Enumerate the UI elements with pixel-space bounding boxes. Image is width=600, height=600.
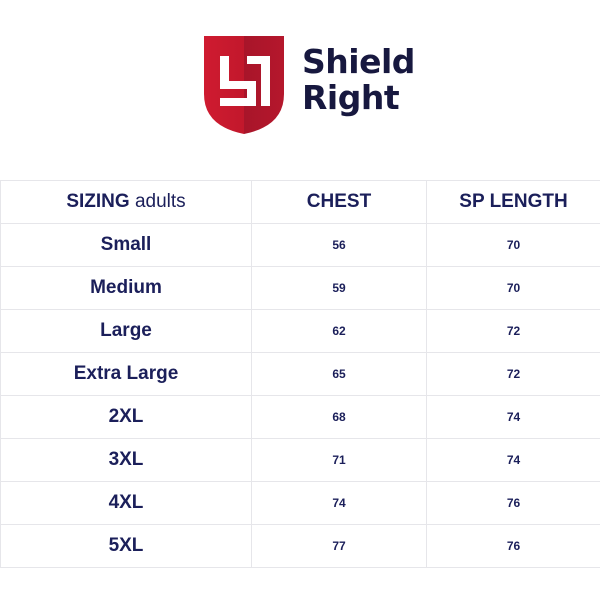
- table-header-row: SIZING adults CHEST SP LENGTH: [0, 180, 600, 224]
- table-row: Extra Large 65 72: [0, 352, 600, 396]
- size-cell: 4XL: [0, 481, 252, 525]
- header-sizing-bold: SIZING: [66, 191, 130, 212]
- chest-cell: 74: [251, 481, 427, 525]
- brand-name-line2: Right: [302, 78, 400, 117]
- size-cell: Extra Large: [0, 352, 252, 396]
- length-cell: 76: [426, 524, 600, 568]
- chest-cell: 71: [251, 438, 427, 482]
- sizing-table: SIZING adults CHEST SP LENGTH Small 56 70 …: [0, 180, 600, 568]
- size-cell: 3XL: [0, 438, 252, 482]
- chest-cell: 56: [251, 223, 427, 267]
- size-cell: 2XL: [0, 395, 252, 439]
- size-cell: Large: [0, 309, 252, 353]
- size-cell: 5XL: [0, 524, 252, 568]
- header-chest: CHEST: [251, 180, 427, 224]
- table-row: 5XL 77 76: [0, 524, 600, 568]
- table-row: 4XL 74 76: [0, 481, 600, 525]
- length-cell: 72: [426, 352, 600, 396]
- table-row: Small 56 70: [0, 223, 600, 267]
- length-cell: 70: [426, 266, 600, 310]
- length-cell: 70: [426, 223, 600, 267]
- brand-name: Shield Right: [302, 44, 415, 116]
- brand-name-line1: Shield: [302, 42, 415, 81]
- header-sizing-light: adults: [129, 191, 186, 212]
- length-cell: 74: [426, 438, 600, 482]
- size-cell: Small: [0, 223, 252, 267]
- shield-logo-icon: [204, 36, 284, 134]
- table-row: 2XL 68 74: [0, 395, 600, 439]
- header-sp-length: SP LENGTH: [426, 180, 600, 224]
- size-cell: Medium: [0, 266, 252, 310]
- table-row: 3XL 71 74: [0, 438, 600, 482]
- table-row: Medium 59 70: [0, 266, 600, 310]
- length-cell: 76: [426, 481, 600, 525]
- length-cell: 74: [426, 395, 600, 439]
- table-row: Large 62 72: [0, 309, 600, 353]
- chest-cell: 65: [251, 352, 427, 396]
- chest-cell: 77: [251, 524, 427, 568]
- chest-cell: 59: [251, 266, 427, 310]
- length-cell: 72: [426, 309, 600, 353]
- chest-cell: 62: [251, 309, 427, 353]
- chest-cell: 68: [251, 395, 427, 439]
- header-sizing: SIZING adults: [0, 180, 252, 224]
